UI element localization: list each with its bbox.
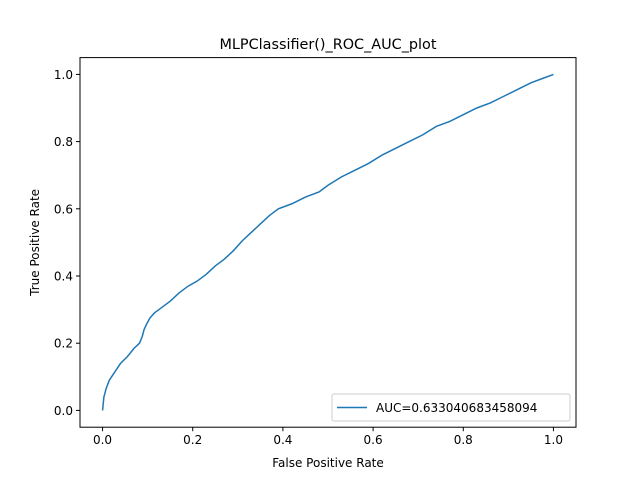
legend: AUC=0.633040683458094 <box>331 393 571 422</box>
x-tick-label: 0.0 <box>93 433 112 447</box>
x-tick-label: 0.4 <box>273 433 292 447</box>
x-axis-ticks: 0.0 0.2 0.4 0.6 0.8 1.0 <box>93 427 563 447</box>
roc-curve-line <box>101 73 554 411</box>
y-tick-label: 0.8 <box>54 135 73 149</box>
legend-label: AUC=0.633040683458094 <box>376 401 537 415</box>
chart-title: MLPClassifier()_ROC_AUC_plot <box>220 37 437 53</box>
y-axis-label: True Positive Rate <box>28 189 42 297</box>
x-tick-label: 0.2 <box>183 433 202 447</box>
y-tick-label: 0.2 <box>54 337 73 351</box>
y-axis-ticks: 0.0 0.2 0.4 0.6 0.8 1.0 <box>54 68 80 418</box>
x-tick-label: 0.6 <box>364 433 383 447</box>
x-tick-label: 0.8 <box>454 433 473 447</box>
legend-box <box>331 393 571 422</box>
y-tick-label: 1.0 <box>54 68 73 82</box>
y-tick-label: 0.0 <box>54 404 73 418</box>
plot-area <box>101 73 554 411</box>
x-axis-label: False Positive Rate <box>272 456 384 470</box>
y-tick-label: 0.6 <box>54 202 73 216</box>
x-tick-label: 1.0 <box>544 433 563 447</box>
axes-frame <box>79 57 577 428</box>
y-tick-label: 0.4 <box>54 270 73 284</box>
